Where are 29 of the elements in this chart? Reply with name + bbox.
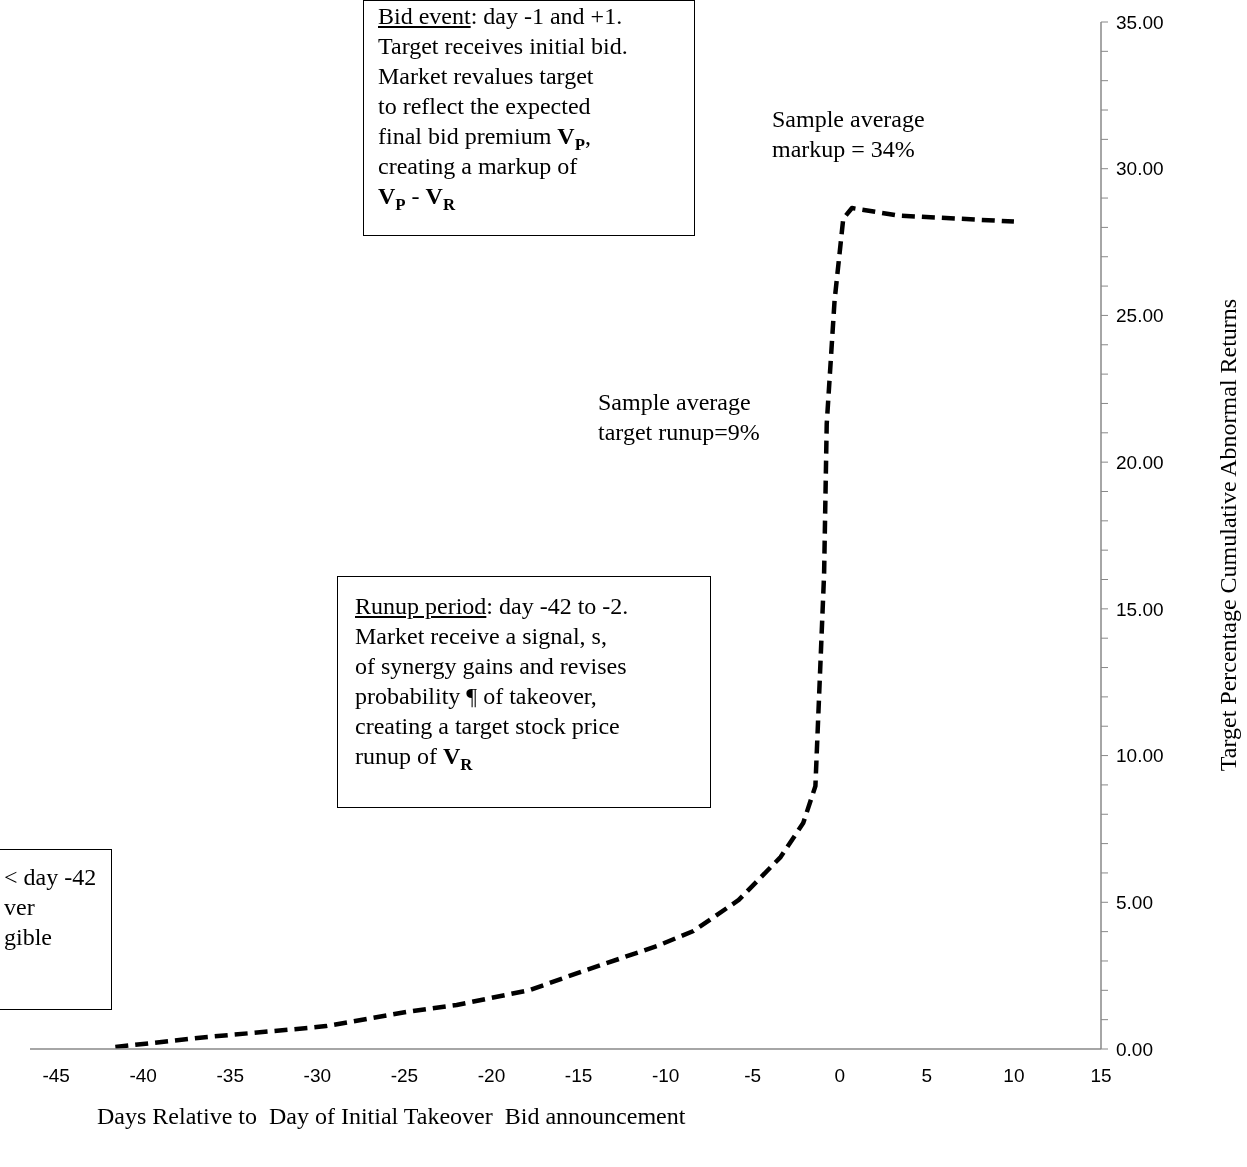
y-tick-label: 5.00 [1116, 892, 1153, 914]
x-axis-title: Days Relative to Day of Initial Takeover Bid announcement [97, 1103, 686, 1130]
y-tick-label: 30.00 [1116, 158, 1164, 180]
x-tick-label: -5 [744, 1065, 762, 1087]
text-box: Bid event: day -1 and +1. Target receives initial bid. Market revalues target to reflect the expected final bid premium V$_{P}$, creating a markup of V$_{P}$ - V$_{R}$ [363, 0, 695, 236]
x-tick-label: -25 [390, 1065, 419, 1087]
x-tick-label: -15 [564, 1065, 593, 1087]
annotation: Sample average markup = 34% [772, 106, 925, 162]
y-axis-title: Target Percentage Cumulative Abnormal Returns [1214, 298, 1242, 772]
x-tick-label: 15 [1090, 1065, 1112, 1087]
annotation: < day -42 ver gible [4, 864, 97, 950]
y-tick-label: 0.00 [1116, 1038, 1153, 1060]
x-tick-label: -10 [651, 1065, 680, 1087]
x-tick-label: -30 [303, 1065, 332, 1087]
annotation: Sample average target runup=9% [598, 389, 760, 445]
y-tick-label: 20.00 [1116, 451, 1164, 473]
x-tick-label: 10 [1003, 1065, 1025, 1087]
x-tick-label: -20 [477, 1065, 506, 1087]
x-tick-label: 5 [921, 1065, 933, 1087]
x-tick-label: -45 [42, 1065, 70, 1087]
text-box: Runup period: day -42 to -2. Market receive a signal, s, of synergy gains and revises probability ¶ of takeover, creating a target stock price runup of V$_{R}$ [337, 576, 711, 808]
text-box: < day -42 ver gible [0, 849, 112, 1010]
y-tick-label: 25.00 [1116, 305, 1164, 327]
y-tick-label: 10.00 [1116, 745, 1164, 767]
x-tick-label: -40 [129, 1065, 157, 1087]
y-tick-label: 15.00 [1116, 598, 1164, 620]
y-tick-label: 35.00 [1116, 11, 1164, 33]
x-tick-label: -35 [216, 1065, 244, 1087]
x-tick-label: 0 [834, 1065, 846, 1087]
